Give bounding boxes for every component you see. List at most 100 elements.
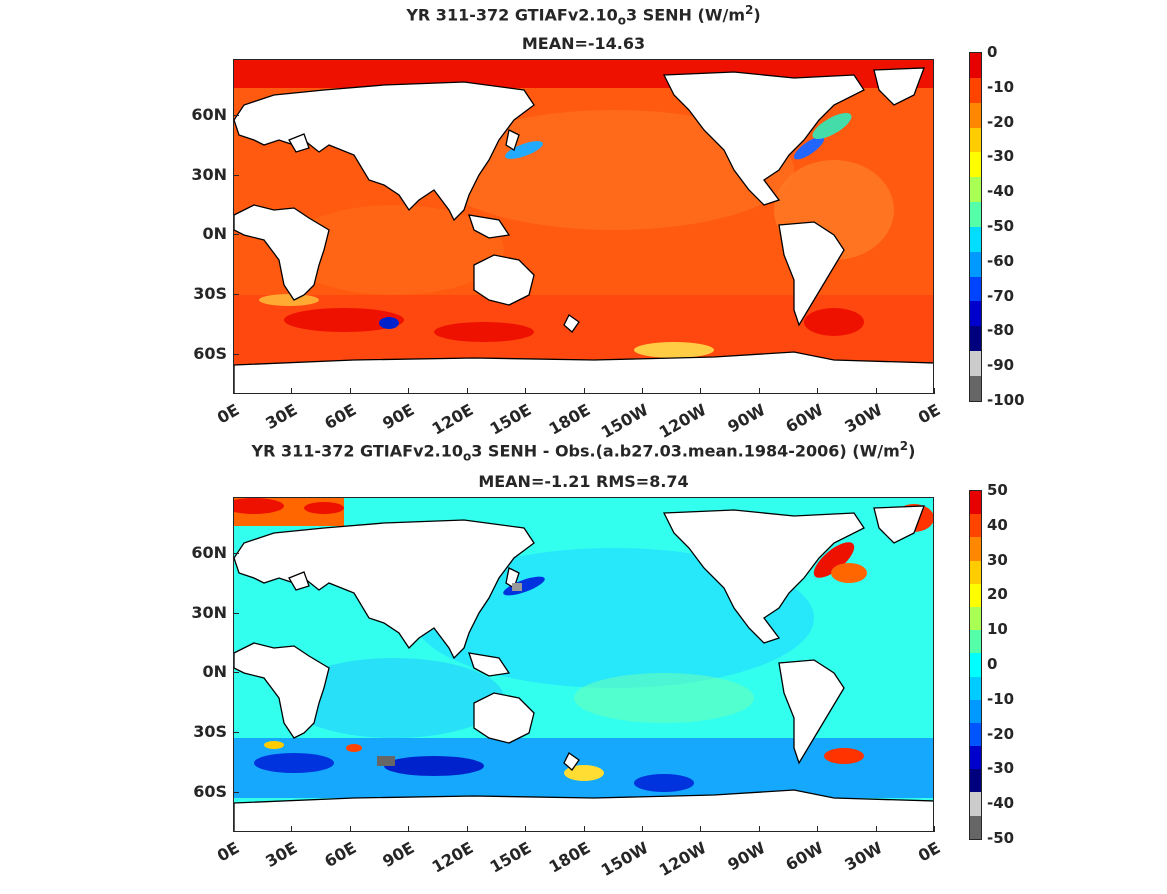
colorbar-tick-label: -20 [987, 724, 1015, 743]
longitude-tick [641, 826, 643, 832]
longitude-tick [525, 388, 527, 394]
colorbar-segment [970, 583, 981, 607]
longitude-tick [758, 826, 760, 832]
longitude-tick [408, 388, 410, 394]
latitude-label: 30N [191, 602, 227, 622]
latitude-label: 60N [191, 542, 227, 562]
longitude-tick [291, 388, 293, 394]
colorbar-segment [970, 301, 981, 327]
colorbar-segment [970, 152, 981, 178]
longitude-tick [233, 388, 234, 394]
latitude-label: 30S [193, 722, 227, 742]
longitude-tick [641, 388, 643, 394]
bottom-title-line2: MEAN=-1.21 RMS=8.74 [478, 472, 689, 491]
bottom-map-field [234, 498, 933, 831]
colorbar-tick-label: -70 [987, 286, 1015, 305]
colorbar-tick-label: 30 [987, 550, 1008, 569]
colorbar-segment [970, 699, 981, 723]
colorbar-segment [970, 514, 981, 538]
longitude-tick [466, 826, 468, 832]
colorbar-segment [970, 769, 981, 793]
top-colorbar [969, 52, 982, 402]
colorbar-segment [970, 606, 981, 631]
colorbar-tick-label: -80 [987, 321, 1015, 340]
longitude-tick [875, 388, 877, 394]
bottom-colorbar [969, 490, 982, 840]
colorbar-tick-label: -100 [987, 391, 1025, 409]
colorbar-segment [970, 560, 981, 584]
colorbar-segment [970, 537, 981, 561]
colorbar-tick-label: -40 [987, 794, 1015, 813]
colorbar-segment [970, 630, 981, 654]
colorbar-segment [970, 326, 981, 352]
latitude-label: 30N [191, 164, 227, 184]
longitude-tick [408, 826, 410, 832]
latitude-label: 60S [193, 782, 227, 802]
longitude-tick [700, 826, 702, 832]
latitude-tick [233, 234, 239, 236]
latitude-label: 0N [202, 662, 227, 682]
colorbar-segment [970, 722, 981, 747]
colorbar-tick-label: 50 [987, 481, 1008, 499]
longitude-tick [349, 388, 351, 394]
colorbar-tick-label: -10 [987, 689, 1015, 708]
latitude-tick [233, 294, 239, 296]
longitude-tick [233, 826, 234, 832]
latitude-tick [233, 174, 239, 176]
colorbar-tick-label: -60 [987, 251, 1015, 270]
colorbar-tick-label: -30 [987, 147, 1015, 166]
longitude-tick [758, 388, 760, 394]
colorbar-segment [970, 676, 981, 700]
colorbar-segment [970, 276, 981, 302]
colorbar-tick-label: -20 [987, 112, 1015, 131]
colorbar-tick-label: -50 [987, 829, 1015, 847]
colorbar-tick-label: -50 [987, 217, 1015, 235]
colorbar-segment [970, 102, 981, 128]
latitude-tick [233, 732, 239, 734]
colorbar-tick-label: -30 [987, 759, 1015, 778]
bottom-title-line1: YR 311-372 GTIAFv2.10o3 SENH - Obs.(a.b2… [251, 439, 916, 464]
colorbar-tick-label: -90 [987, 356, 1015, 375]
colorbar-segment [970, 653, 981, 677]
top-map [233, 59, 934, 394]
colorbar-segment [970, 77, 981, 103]
colorbar-tick-label: 0 [987, 43, 998, 61]
colorbar-segment [970, 202, 981, 227]
latitude-tick [233, 552, 239, 554]
longitude-tick [466, 388, 468, 394]
top-map-field [234, 60, 933, 393]
colorbar-segment [970, 792, 981, 816]
latitude-tick [233, 612, 239, 614]
colorbar-segment [970, 177, 981, 203]
longitude-tick [349, 826, 351, 832]
longitude-tick [875, 826, 877, 832]
longitude-tick [291, 826, 293, 832]
latitude-label: 60N [191, 104, 227, 124]
colorbar-tick-label: 10 [987, 620, 1008, 639]
colorbar-segment [970, 351, 981, 376]
top-title-line2: MEAN=-14.63 [521, 34, 646, 53]
colorbar-segment [970, 746, 981, 770]
longitude-tick [817, 826, 819, 832]
colorbar-segment [970, 53, 981, 78]
colorbar-segment [970, 251, 981, 277]
longitude-tick [817, 388, 819, 394]
latitude-label: 60S [193, 344, 227, 364]
longitude-tick [525, 826, 527, 832]
colorbar-segment [970, 375, 981, 401]
latitude-tick [233, 114, 239, 116]
colorbar-segment [970, 815, 981, 839]
latitude-label: 0N [202, 224, 227, 244]
latitude-tick [233, 792, 239, 794]
colorbar-segment [970, 226, 981, 252]
latitude-tick [233, 354, 239, 356]
longitude-tick [934, 388, 935, 394]
colorbar-tick-label: 20 [987, 585, 1008, 604]
colorbar-segment [970, 127, 981, 153]
colorbar-tick-label: -10 [987, 77, 1015, 96]
top-title-line1: YR 311-372 GTIAFv2.10o3 SENH (W/m2) [406, 3, 761, 28]
colorbar-tick-label: -40 [987, 182, 1015, 201]
colorbar-segment [970, 491, 981, 515]
latitude-tick [233, 672, 239, 674]
latitude-label: 30S [193, 284, 227, 304]
